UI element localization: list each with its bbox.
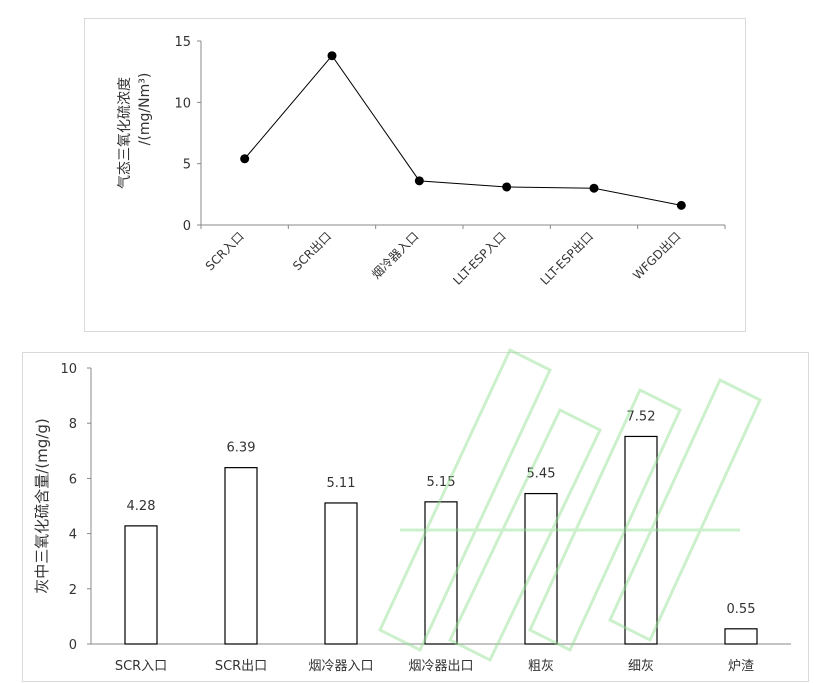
x-tick-label: SCR入口	[203, 229, 247, 273]
x-tick-label: LLT-ESP入口	[450, 229, 508, 287]
y-tick-label: 10	[60, 362, 77, 377]
x-tick-label: WFGD出口	[630, 229, 683, 282]
data-point	[240, 154, 250, 164]
data-point	[589, 183, 599, 193]
bar	[124, 525, 158, 645]
y-tick-label: 6	[69, 472, 77, 487]
ash-so3-bar-chart: 0 2 4 6 8 10 4.28 SCR入口 6.39 SCR出口 5.11 烟冷器入口 5.15 烟冷…	[33, 362, 791, 674]
bar	[224, 467, 258, 645]
data-point	[502, 182, 512, 192]
x-tick-label: 烟冷器入口	[308, 659, 373, 674]
y-tick-label: 5	[183, 158, 191, 173]
data-label: 5.15	[427, 475, 456, 490]
y-tick-label: 10	[174, 96, 191, 111]
y-tick-label: 15	[174, 35, 191, 50]
x-tick-label: 细灰	[628, 659, 654, 674]
data-label: 4.28	[127, 499, 156, 514]
x-tick-label: SCR出口	[290, 229, 334, 273]
data-point	[676, 200, 686, 210]
x-tick-label: 烟冷器出口	[408, 659, 473, 674]
series-line	[244, 54, 682, 206]
data-label: 5.45	[527, 467, 556, 482]
y-tick-label: 0	[69, 638, 77, 653]
y-tick-label: 2	[69, 583, 77, 598]
x-tick-label: SCR入口	[115, 659, 167, 674]
bar	[324, 502, 358, 645]
bar	[524, 492, 558, 645]
x-tick-label: SCR出口	[215, 659, 267, 674]
y-tick-label: 8	[69, 417, 77, 432]
data-label: 5.11	[327, 476, 356, 491]
y-tick-label: 0	[183, 219, 191, 234]
x-tick-label: 粗灰	[528, 659, 554, 674]
bar	[724, 628, 758, 645]
bar	[624, 435, 658, 645]
bar	[424, 501, 458, 645]
data-label: 0.55	[727, 602, 756, 617]
data-point	[327, 51, 337, 61]
sulfur-trioxide-gas-chart-panel: 0 5 10 15 SCR入口 SCR出口 烟冷器入口 LLT-ESP入口 LLT-ESP出口 W…	[84, 18, 746, 332]
y-axis-unit: /(mg/Nm³)	[137, 73, 153, 146]
x-tick-label: 炉渣	[728, 659, 754, 674]
y-axis-title: 灰中三氧化硫含量/(mg/g)	[33, 418, 51, 593]
y-tick-label: 4	[69, 528, 77, 543]
ash-so3-bar-chart-panel: 0 2 4 6 8 10 4.28 SCR入口 6.39 SCR出口 5.11 烟冷器入口 5.15 烟冷…	[22, 352, 809, 682]
data-point	[414, 176, 424, 186]
data-label: 6.39	[227, 441, 256, 456]
x-tick-label: LLT-ESP出口	[538, 229, 596, 287]
gas-so3-line-chart: 0 5 10 15 SCR入口 SCR出口 烟冷器入口 LLT-ESP入口 LLT-ESP出口 W…	[117, 35, 726, 288]
x-tick-label: 烟冷器入口	[369, 229, 421, 281]
data-label: 7.52	[627, 409, 656, 424]
y-axis-title: 气态三氧化硫浓度	[117, 77, 133, 189]
